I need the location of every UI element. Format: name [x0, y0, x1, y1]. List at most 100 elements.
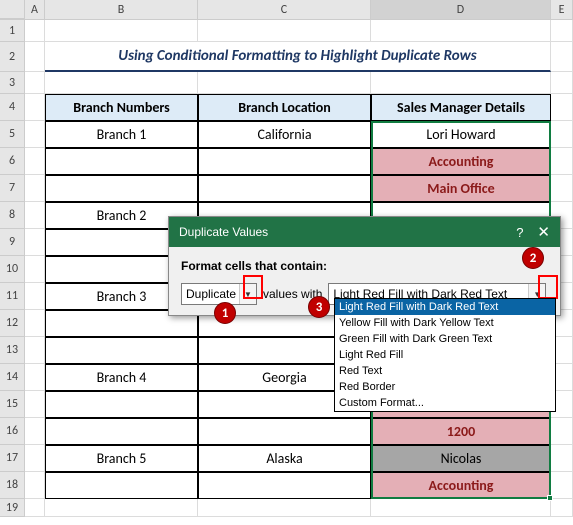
cell-b13[interactable]: [45, 337, 198, 364]
cell-b7[interactable]: [45, 175, 198, 202]
cell-a13[interactable]: [25, 337, 45, 364]
cell-e5[interactable]: [551, 121, 573, 148]
cell-a2[interactable]: [25, 42, 45, 72]
row-header-14[interactable]: 14: [0, 364, 25, 391]
col-header-e[interactable]: E: [551, 0, 573, 19]
cell-d7[interactable]: Main Office: [371, 175, 551, 202]
cell-a7[interactable]: [25, 175, 45, 202]
row-header-18[interactable]: 18: [0, 472, 25, 499]
cell-b3[interactable]: [45, 72, 198, 94]
cell-d3[interactable]: [371, 72, 551, 94]
cell-a8[interactable]: [25, 202, 45, 229]
cell-e3[interactable]: [551, 72, 573, 94]
cell-e19[interactable]: [551, 499, 573, 517]
row-header-1[interactable]: 1: [0, 20, 25, 42]
row-header-15[interactable]: 15: [0, 391, 25, 418]
cell-b16[interactable]: [45, 418, 198, 445]
selection-handle[interactable]: [547, 495, 553, 501]
dialog-help-icon[interactable]: ?: [516, 225, 523, 240]
cell-c3[interactable]: [198, 72, 371, 94]
cell-d1[interactable]: [371, 20, 551, 42]
cell-a15[interactable]: [25, 391, 45, 418]
duplicate-select[interactable]: Duplicate ▼: [181, 283, 257, 305]
cell-e4[interactable]: [551, 94, 573, 121]
cell-e1[interactable]: [551, 20, 573, 42]
cell-b1[interactable]: [45, 20, 198, 42]
cell-e2[interactable]: [551, 42, 573, 72]
dropdown-item[interactable]: Light Red Fill: [335, 347, 555, 363]
col-header-a[interactable]: A: [25, 0, 45, 19]
row-header-11[interactable]: 11: [0, 283, 25, 310]
col-header-c[interactable]: C: [198, 0, 371, 19]
row-header-12[interactable]: 12: [0, 310, 25, 337]
cell-d16[interactable]: 1200: [371, 418, 551, 445]
dropdown-item[interactable]: Yellow Fill with Dark Yellow Text: [335, 315, 555, 331]
cell-c5[interactable]: California: [198, 121, 371, 148]
row-header-17[interactable]: 17: [0, 445, 25, 472]
cell-c16[interactable]: [198, 418, 371, 445]
cell-e17[interactable]: [551, 445, 573, 472]
cell-a12[interactable]: [25, 310, 45, 337]
dropdown-item[interactable]: Red Text: [335, 363, 555, 379]
header-branch-numbers[interactable]: Branch Numbers: [45, 94, 198, 121]
cell-a19[interactable]: [25, 499, 45, 517]
cell-e16[interactable]: [551, 418, 573, 445]
cell-d6[interactable]: Accounting: [371, 148, 551, 175]
cell-a5[interactable]: [25, 121, 45, 148]
header-branch-location[interactable]: Branch Location: [198, 94, 371, 121]
cell-b18[interactable]: [45, 472, 198, 499]
row-header-8[interactable]: 8: [0, 202, 25, 229]
dropdown-item[interactable]: Light Red Fill with Dark Red Text: [335, 299, 555, 315]
cell-d18[interactable]: Accounting: [371, 472, 551, 499]
cell-a3[interactable]: [25, 72, 45, 94]
row-header-5[interactable]: 5: [0, 121, 25, 148]
dialog-close-icon[interactable]: ✕: [537, 223, 550, 241]
cell-a16[interactable]: [25, 418, 45, 445]
row-header-19[interactable]: 19: [0, 499, 25, 517]
row-header-2[interactable]: 2: [0, 42, 25, 72]
cell-a14[interactable]: [25, 364, 45, 391]
cell-c6[interactable]: [198, 148, 371, 175]
cell-c18[interactable]: [198, 472, 371, 499]
cell-c7[interactable]: [198, 175, 371, 202]
cell-b19[interactable]: [45, 499, 198, 517]
chevron-down-icon[interactable]: ▼: [239, 284, 256, 304]
cell-e7[interactable]: [551, 175, 573, 202]
cell-a18[interactable]: [25, 472, 45, 499]
cell-c17[interactable]: Alaska: [198, 445, 371, 472]
header-sales-manager[interactable]: Sales Manager Details: [371, 94, 551, 121]
col-header-d[interactable]: D: [371, 0, 551, 19]
row-header-10[interactable]: 10: [0, 256, 25, 283]
title-cell[interactable]: Using Conditional Formatting to Highligh…: [45, 42, 551, 72]
cell-a10[interactable]: [25, 256, 45, 283]
col-header-b[interactable]: B: [45, 0, 198, 19]
row-header-16[interactable]: 16: [0, 418, 25, 445]
row-header-9[interactable]: 9: [0, 229, 25, 256]
cell-b5[interactable]: Branch 1: [45, 121, 198, 148]
dropdown-item[interactable]: Red Border: [335, 379, 555, 395]
cell-a17[interactable]: [25, 445, 45, 472]
cell-a4[interactable]: [25, 94, 45, 121]
row-header-3[interactable]: 3: [0, 72, 25, 94]
cell-d19[interactable]: [371, 499, 551, 517]
cell-a6[interactable]: [25, 148, 45, 175]
cell-b17[interactable]: Branch 5: [45, 445, 198, 472]
cell-a9[interactable]: [25, 229, 45, 256]
row-header-7[interactable]: 7: [0, 175, 25, 202]
cell-e18[interactable]: [551, 472, 573, 499]
row-header-13[interactable]: 13: [0, 337, 25, 364]
cell-d5[interactable]: Lori Howard: [371, 121, 551, 148]
dropdown-item[interactable]: Green Fill with Dark Green Text: [335, 331, 555, 347]
cell-b6[interactable]: [45, 148, 198, 175]
cell-c1[interactable]: [198, 20, 371, 42]
row-header-6[interactable]: 6: [0, 148, 25, 175]
cell-b15[interactable]: [45, 391, 198, 418]
cell-a1[interactable]: [25, 20, 45, 42]
cell-d17[interactable]: Nicolas: [371, 445, 551, 472]
cell-a11[interactable]: [25, 283, 45, 310]
cell-b14[interactable]: Branch 4: [45, 364, 198, 391]
dialog-titlebar[interactable]: Duplicate Values ? ✕: [169, 217, 560, 247]
row-header-4[interactable]: 4: [0, 94, 25, 121]
dropdown-item[interactable]: Custom Format...: [335, 395, 555, 411]
select-all-corner[interactable]: [0, 0, 25, 19]
